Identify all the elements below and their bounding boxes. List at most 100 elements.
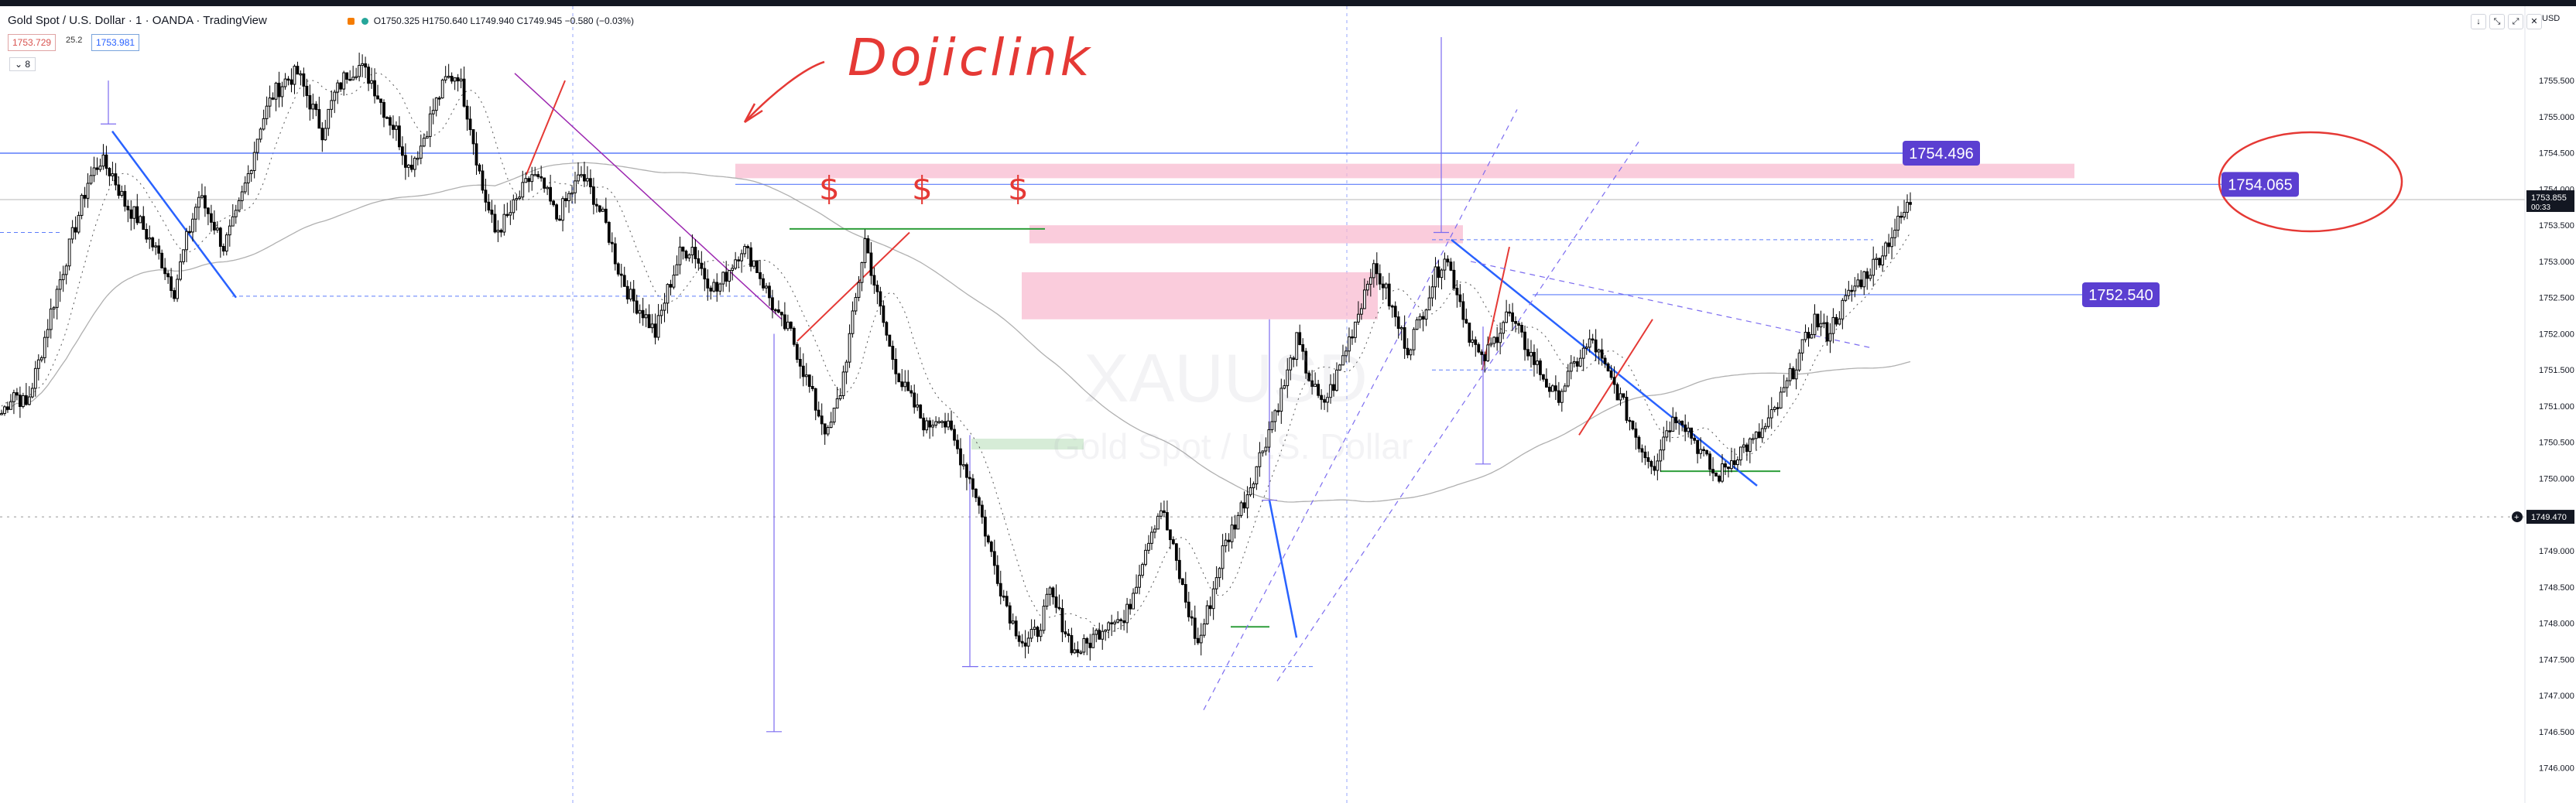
candle bbox=[1452, 269, 1456, 289]
candle bbox=[1606, 363, 1610, 371]
candle bbox=[1430, 286, 1434, 299]
candle bbox=[308, 95, 312, 110]
candle bbox=[1810, 333, 1814, 339]
candle bbox=[875, 285, 879, 292]
candle bbox=[1406, 347, 1410, 356]
candle bbox=[1239, 502, 1243, 516]
candle bbox=[1085, 637, 1089, 644]
candle bbox=[108, 168, 111, 176]
candle bbox=[456, 77, 460, 82]
candle bbox=[1563, 385, 1567, 392]
candle bbox=[1365, 283, 1369, 291]
candle bbox=[944, 421, 947, 428]
candle bbox=[1304, 350, 1308, 374]
candle bbox=[1166, 512, 1169, 531]
candle bbox=[392, 125, 395, 130]
candle bbox=[231, 216, 235, 227]
candle bbox=[1427, 297, 1431, 311]
candle bbox=[1310, 380, 1314, 388]
buy-price-button[interactable]: 1753.981 bbox=[91, 34, 140, 51]
candle bbox=[1064, 631, 1067, 634]
price-chart[interactable]: $ $ $1754.496 1754.065 1752.540 1755.500 1755… bbox=[0, 6, 2576, 803]
candle bbox=[524, 178, 528, 183]
candle bbox=[1020, 641, 1024, 644]
candle bbox=[1825, 322, 1829, 342]
candle bbox=[259, 128, 262, 140]
candle bbox=[1884, 242, 1888, 257]
indicator-toggle[interactable]: ⌄ 8 bbox=[9, 57, 36, 71]
currency-label[interactable]: USD bbox=[2542, 14, 2561, 23]
candle bbox=[252, 152, 256, 171]
collapse-icon[interactable]: ⤡ bbox=[2489, 14, 2505, 29]
candle bbox=[1831, 316, 1835, 334]
candle bbox=[289, 79, 293, 85]
candle bbox=[1696, 439, 1700, 454]
sell-price-button[interactable]: 1753.729 bbox=[8, 34, 57, 51]
candle bbox=[142, 216, 146, 231]
candle bbox=[296, 66, 300, 75]
candle bbox=[12, 392, 15, 402]
candle bbox=[1724, 463, 1727, 468]
close-icon[interactable]: ✕ bbox=[2526, 14, 2542, 29]
candle bbox=[24, 395, 28, 405]
candle bbox=[1378, 273, 1382, 285]
candle bbox=[737, 259, 741, 261]
price-axis: 1755.5001755.0001754.5001754.0001753.500… bbox=[2512, 6, 2574, 803]
ma-fast bbox=[1, 72, 1911, 634]
price-label: 1754.065 bbox=[2228, 176, 2292, 193]
down-arrow-icon[interactable]: ↓ bbox=[2471, 14, 2486, 29]
candle bbox=[1354, 321, 1357, 338]
candle bbox=[1048, 587, 1052, 595]
candle bbox=[163, 267, 167, 275]
symbol-title[interactable]: Gold Spot / U.S. Dollar · 1 · OANDA · Tr… bbox=[8, 14, 267, 27]
candle bbox=[1721, 463, 1724, 482]
candle bbox=[814, 388, 817, 411]
candle bbox=[487, 201, 491, 211]
candle bbox=[1132, 593, 1135, 610]
candle bbox=[1530, 351, 1533, 357]
candle bbox=[1190, 616, 1194, 619]
annotation-arrow bbox=[744, 60, 825, 123]
candle bbox=[1122, 620, 1126, 624]
candle bbox=[1387, 283, 1391, 306]
y-tick-label: 1750.000 bbox=[2539, 474, 2574, 484]
candle bbox=[265, 105, 269, 119]
candle bbox=[1677, 420, 1681, 424]
candle bbox=[92, 167, 96, 176]
candle bbox=[965, 464, 968, 478]
candle bbox=[1171, 539, 1175, 545]
price-label-box bbox=[2221, 172, 2299, 197]
maximize-icon[interactable]: ⤢ bbox=[2508, 14, 2523, 29]
candle bbox=[398, 125, 401, 148]
candle bbox=[1443, 258, 1447, 271]
candle bbox=[860, 261, 864, 283]
candle bbox=[1869, 275, 1872, 279]
plus-icon: + bbox=[2514, 513, 2519, 522]
candle bbox=[601, 208, 605, 212]
candle bbox=[1153, 528, 1156, 533]
zone-layer bbox=[735, 163, 2074, 450]
candle bbox=[771, 297, 774, 310]
candle bbox=[1351, 336, 1354, 339]
candle bbox=[684, 251, 688, 259]
candle bbox=[913, 392, 916, 408]
candle bbox=[188, 231, 191, 234]
candle bbox=[1779, 391, 1783, 408]
candle bbox=[1646, 457, 1650, 462]
candle bbox=[496, 230, 500, 233]
candle bbox=[755, 260, 759, 273]
candle bbox=[1295, 332, 1299, 360]
candle bbox=[786, 321, 790, 330]
candle bbox=[1489, 343, 1493, 346]
candle bbox=[132, 206, 136, 219]
trend-line bbox=[1482, 247, 1510, 371]
candle bbox=[922, 417, 926, 431]
candle bbox=[1665, 430, 1669, 438]
candle bbox=[879, 291, 882, 306]
candle bbox=[1584, 347, 1588, 349]
candle bbox=[358, 65, 361, 77]
candle bbox=[39, 357, 43, 360]
candle bbox=[1317, 384, 1320, 396]
candle bbox=[462, 78, 466, 107]
price-label-box bbox=[1903, 141, 1980, 166]
